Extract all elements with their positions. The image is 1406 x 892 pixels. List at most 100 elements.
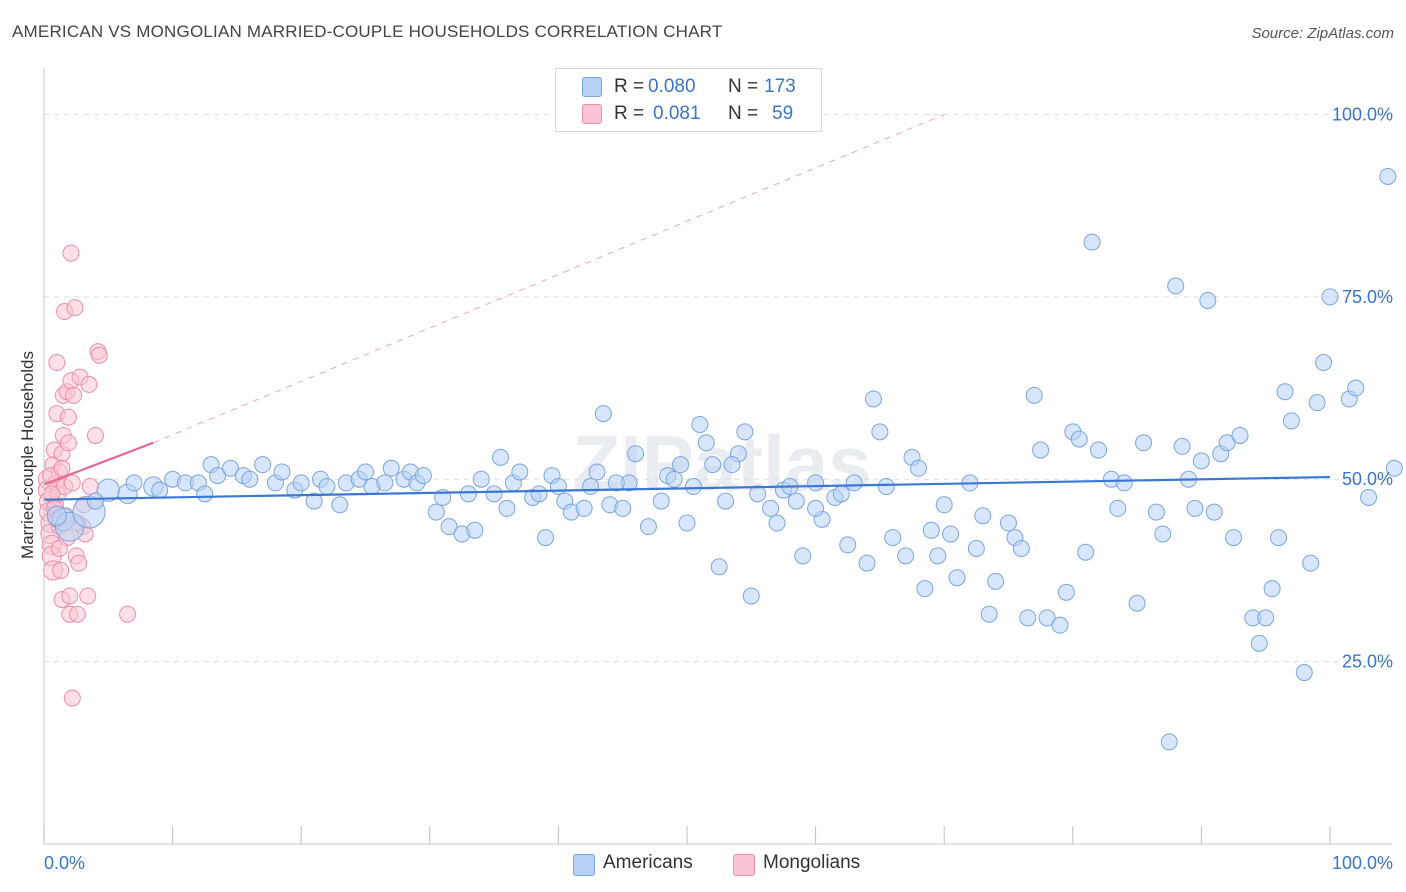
american-point xyxy=(1231,426,1249,444)
american-point xyxy=(884,529,902,547)
american-point xyxy=(1173,437,1191,455)
american-point xyxy=(46,505,67,526)
american-point xyxy=(832,485,850,503)
mongolians-label: Mongolians xyxy=(763,852,861,873)
mongolian-point xyxy=(119,605,137,623)
mongolian-point xyxy=(70,554,88,572)
american-point xyxy=(916,580,934,598)
american-point xyxy=(1012,540,1030,558)
r-value: 0.081 xyxy=(653,103,701,124)
mongolian-point xyxy=(61,587,79,605)
american-point xyxy=(987,572,1005,590)
american-point xyxy=(357,463,374,481)
american-point xyxy=(1154,525,1172,543)
american-point xyxy=(459,485,477,503)
mongolian-point xyxy=(86,426,104,444)
american-point xyxy=(254,456,272,474)
american-point xyxy=(1385,459,1403,477)
american-point xyxy=(241,470,259,488)
american-point xyxy=(1167,277,1185,295)
axes xyxy=(43,68,1392,845)
american-point xyxy=(196,485,214,503)
x-tick-label-left: 0.0% xyxy=(44,853,85,873)
american-point xyxy=(807,499,825,517)
american-point xyxy=(1250,634,1268,652)
american-point xyxy=(151,481,169,499)
american-point xyxy=(594,405,612,423)
american-point xyxy=(1025,386,1043,404)
americans-label: Americans xyxy=(603,852,693,873)
american-point xyxy=(1160,733,1178,751)
mongolian-point xyxy=(66,299,84,317)
american-point xyxy=(742,587,760,605)
american-point xyxy=(1147,503,1165,521)
mongolian-point xyxy=(59,408,77,426)
mongolian-point xyxy=(65,386,83,404)
american-point xyxy=(858,554,876,572)
mongolian-point xyxy=(59,434,77,452)
american-point xyxy=(1083,233,1101,251)
american-point xyxy=(549,478,567,496)
american-point xyxy=(292,474,310,492)
american-point xyxy=(723,456,741,474)
american-point xyxy=(967,540,985,558)
american-point xyxy=(575,499,593,517)
y-tick-label: 50.0% xyxy=(1342,469,1393,489)
american-point xyxy=(871,423,889,441)
american-point xyxy=(974,507,992,525)
american-point xyxy=(125,474,143,492)
americans-points xyxy=(46,167,1403,751)
american-point xyxy=(794,547,812,565)
y-tick-label: 75.0% xyxy=(1342,287,1393,307)
american-point xyxy=(86,492,104,510)
n-label: N = xyxy=(728,76,759,97)
american-point xyxy=(665,470,683,488)
americans-trend-line xyxy=(43,475,1331,501)
grid xyxy=(44,113,1392,663)
american-point xyxy=(1000,514,1017,532)
american-point xyxy=(582,478,600,496)
american-point xyxy=(639,518,657,536)
american-point xyxy=(1282,412,1300,430)
american-point xyxy=(331,496,349,514)
mongolians-trend-extension-line xyxy=(153,114,945,444)
mongolian-point xyxy=(68,605,86,623)
american-point xyxy=(736,423,754,441)
american-point xyxy=(318,478,336,496)
american-point xyxy=(697,434,715,452)
american-point xyxy=(652,492,670,510)
american-point xyxy=(807,474,825,492)
american-point xyxy=(948,569,966,587)
mongolians-trend-extension xyxy=(153,114,945,444)
american-point xyxy=(749,485,767,503)
american-point xyxy=(511,463,529,481)
american-point xyxy=(922,521,940,539)
mongolians-trend-line xyxy=(43,441,154,486)
american-point xyxy=(1308,394,1326,412)
n-label: N = xyxy=(728,103,759,124)
american-point xyxy=(717,492,735,510)
american-point xyxy=(1263,580,1281,598)
american-point xyxy=(684,478,702,496)
american-point xyxy=(1057,583,1075,601)
american-point xyxy=(1321,288,1339,306)
mongolian-point xyxy=(63,474,81,492)
american-point xyxy=(427,503,445,521)
american-point xyxy=(472,470,490,488)
american-point xyxy=(897,547,915,565)
american-point xyxy=(485,485,503,503)
chart-title: AMERICAN VS MONGOLIAN MARRIED-COUPLE HOU… xyxy=(12,22,723,41)
american-point xyxy=(762,499,780,517)
american-point xyxy=(909,459,927,477)
mongolian-point xyxy=(80,375,98,393)
american-point xyxy=(1302,554,1320,572)
r-label: R = xyxy=(614,103,645,124)
american-point xyxy=(1090,441,1108,459)
mongolian-point xyxy=(52,561,70,579)
american-point xyxy=(1205,503,1223,521)
americans-swatch xyxy=(582,77,602,97)
american-point xyxy=(877,478,895,496)
mongolian-point xyxy=(50,540,68,558)
mongolian-point xyxy=(48,354,66,372)
